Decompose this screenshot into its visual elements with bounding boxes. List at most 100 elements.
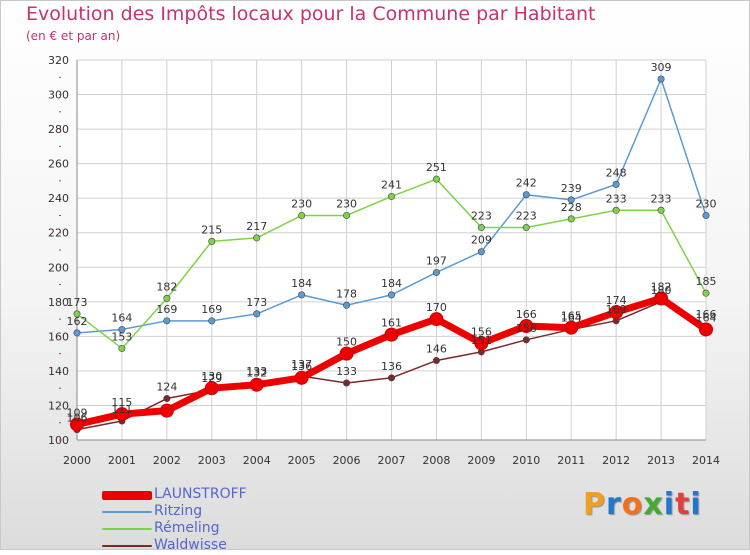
data-point-ritzing	[432, 268, 440, 276]
data-label: 153	[111, 330, 132, 343]
data-label: 169	[606, 303, 627, 316]
data-label: 133	[246, 365, 267, 378]
data-label: 164	[111, 311, 132, 324]
data-label: 248	[606, 166, 627, 179]
data-point-rémeling	[118, 344, 126, 352]
legend-swatch	[102, 490, 152, 500]
data-point-ritzing	[702, 211, 710, 219]
data-point-ritzing	[298, 291, 306, 299]
x-tick-label: 2005	[288, 454, 316, 467]
data-label: 115	[111, 396, 132, 409]
legend-swatch	[102, 528, 152, 530]
y-tick-label: 320	[48, 54, 69, 67]
logo-letter: o	[621, 487, 644, 522]
data-label: 182	[651, 280, 672, 293]
data-label: 129	[201, 372, 222, 385]
data-point-launstroff	[519, 319, 534, 333]
data-point-launstroff	[249, 377, 264, 392]
logo-letter: r	[606, 487, 622, 522]
data-label: 136	[381, 360, 402, 373]
data-label: 178	[336, 287, 357, 300]
chart-subtitle: (en € et par an)	[26, 29, 121, 43]
data-point-ritzing	[612, 180, 620, 188]
y-tick-label: 120	[48, 399, 69, 412]
data-label: 169	[201, 303, 222, 316]
data-label: 158	[516, 322, 537, 335]
data-point-launstroff	[609, 305, 624, 320]
data-label: 106	[67, 412, 88, 425]
proxiti-logo: Proxiti	[583, 487, 702, 522]
data-point-waldwisse	[522, 336, 530, 344]
data-label: 184	[381, 277, 402, 290]
x-tick-label: 2001	[108, 454, 136, 467]
chart-title: Evolution des Impôts locaux pour la Comm…	[26, 3, 596, 25]
data-point-rémeling	[208, 237, 216, 245]
data-label: 166	[516, 308, 537, 321]
data-point-ritzing	[163, 317, 171, 325]
data-point-ritzing	[253, 310, 261, 318]
data-label: 241	[381, 178, 402, 191]
data-label: 109	[67, 406, 88, 419]
data-label: 239	[561, 182, 582, 195]
x-tick-label: 2007	[378, 454, 406, 467]
logo-letter: i	[690, 487, 702, 522]
data-label: 164	[561, 311, 582, 324]
data-point-rémeling	[432, 175, 440, 183]
data-point-ritzing	[522, 191, 530, 199]
data-label: 197	[426, 254, 447, 267]
data-point-rémeling	[73, 310, 81, 318]
data-label: 166	[696, 308, 717, 321]
data-point-ritzing	[73, 329, 81, 337]
x-tick-label: 2000	[63, 454, 91, 467]
data-label: 133	[336, 365, 357, 378]
data-point-waldwisse	[432, 357, 440, 365]
data-label: 309	[651, 61, 672, 74]
y-tick-label: 240	[48, 192, 69, 205]
data-label: 217	[246, 220, 267, 233]
data-label: 164	[696, 311, 717, 324]
data-label: 130	[201, 370, 222, 383]
data-label: 146	[426, 343, 447, 356]
data-label: 184	[291, 277, 312, 290]
data-label: 162	[67, 315, 88, 328]
data-point-rémeling	[387, 192, 395, 200]
data-label: 124	[156, 381, 177, 394]
y-tick-label: 260	[48, 158, 69, 171]
data-label: 165	[561, 310, 582, 323]
data-label: 150	[336, 336, 357, 349]
data-point-ritzing	[208, 317, 216, 325]
data-point-rémeling	[477, 224, 485, 232]
data-label: 233	[606, 192, 627, 205]
legend-swatch	[102, 545, 152, 547]
x-tick-label: 2004	[243, 454, 271, 467]
data-label: 230	[336, 197, 357, 210]
data-label: 151	[471, 334, 492, 347]
data-label: 251	[426, 161, 447, 174]
data-point-waldwisse	[163, 395, 171, 403]
data-label: 180	[651, 284, 672, 297]
data-label: 223	[516, 210, 537, 223]
y-tick-label: 280	[48, 123, 69, 136]
data-label: 242	[516, 177, 537, 190]
y-tick-label: 180	[48, 296, 69, 309]
data-point-ritzing	[657, 75, 665, 83]
data-point-rémeling	[522, 224, 530, 232]
data-point-rémeling	[612, 206, 620, 214]
y-tick-label: 140	[48, 365, 69, 378]
data-point-launstroff	[654, 291, 669, 306]
data-label: 209	[471, 234, 492, 247]
x-tick-label: 2013	[647, 454, 675, 467]
data-label: 233	[651, 192, 672, 205]
data-point-rémeling	[163, 294, 171, 302]
data-point-ritzing	[343, 301, 351, 309]
data-point-ritzing	[118, 325, 126, 333]
legend-label: Waldwisse	[154, 537, 227, 553]
legend-label: Ritzing	[154, 503, 203, 519]
data-label: 136	[291, 360, 312, 373]
x-tick-label: 2008	[422, 454, 450, 467]
data-point-launstroff	[339, 346, 354, 361]
x-tick-label: 2014	[692, 454, 720, 467]
data-point-ritzing	[567, 196, 575, 204]
data-point-launstroff	[429, 312, 444, 327]
